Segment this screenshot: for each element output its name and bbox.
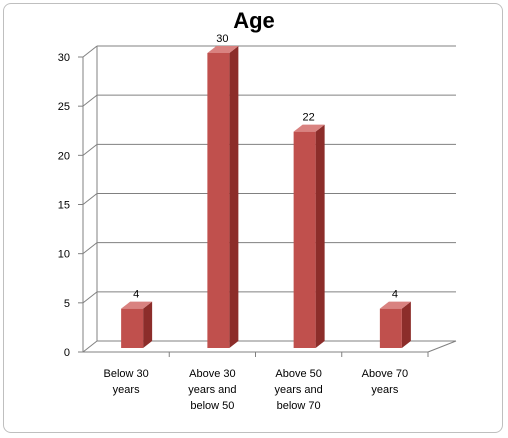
y-tick-label: 0 xyxy=(64,347,70,359)
bars xyxy=(121,46,411,349)
x-tick-label: below 50 xyxy=(190,400,234,412)
bar-top xyxy=(207,46,239,53)
y-tick-label: 15 xyxy=(58,200,70,212)
gridline-depth xyxy=(82,94,98,107)
y-tick-label: 20 xyxy=(58,150,70,162)
bar-top xyxy=(379,301,411,309)
bar-side xyxy=(315,124,325,349)
bar xyxy=(207,53,230,348)
bar-top xyxy=(293,124,325,132)
x-tick-label: Above 30 xyxy=(189,368,235,380)
gridline-depth xyxy=(82,143,98,156)
gridline-depth xyxy=(82,193,98,205)
data-label: 30 xyxy=(216,33,228,45)
y-tick-label: 30 xyxy=(58,52,70,64)
bar-side xyxy=(229,46,239,348)
gridline-depth xyxy=(82,340,98,353)
data-label: 4 xyxy=(392,289,398,301)
y-tick-label: 5 xyxy=(64,298,70,310)
gridline-depth xyxy=(82,291,98,304)
x-tick-label: years xyxy=(113,384,140,396)
y-axis-ticks: 0 5 10 15 20 25 30 xyxy=(58,52,83,359)
bar xyxy=(379,308,402,348)
x-axis-labels: Below 30 years Above 30 years and below 50 Ab… xyxy=(103,352,429,412)
data-label: 22 xyxy=(303,112,315,124)
x-tick-label: Below 30 xyxy=(103,368,148,380)
floor-edge-right xyxy=(427,340,457,353)
x-tick-label: Above 70 xyxy=(362,368,408,380)
x-tick-label: Above 50 xyxy=(275,368,321,380)
data-labels: 4 30 22 4 xyxy=(133,33,398,301)
bar xyxy=(121,308,144,348)
x-tick-label: below 70 xyxy=(277,400,321,412)
y-tick-label: 25 xyxy=(58,101,70,113)
bar xyxy=(293,131,316,348)
chart-frame xyxy=(3,3,503,433)
chart-title: Age xyxy=(233,8,275,33)
bar-top xyxy=(121,301,153,309)
gridline-depth xyxy=(82,45,98,58)
x-tick-label: years and xyxy=(274,384,322,396)
y-tick-label: 10 xyxy=(58,249,70,261)
bar-side xyxy=(143,301,153,348)
x-tick-label: years and xyxy=(188,384,236,396)
gridline-depth xyxy=(82,242,98,255)
bar-side xyxy=(401,301,411,348)
x-tick-label: years xyxy=(371,384,398,396)
data-label: 4 xyxy=(133,289,139,301)
